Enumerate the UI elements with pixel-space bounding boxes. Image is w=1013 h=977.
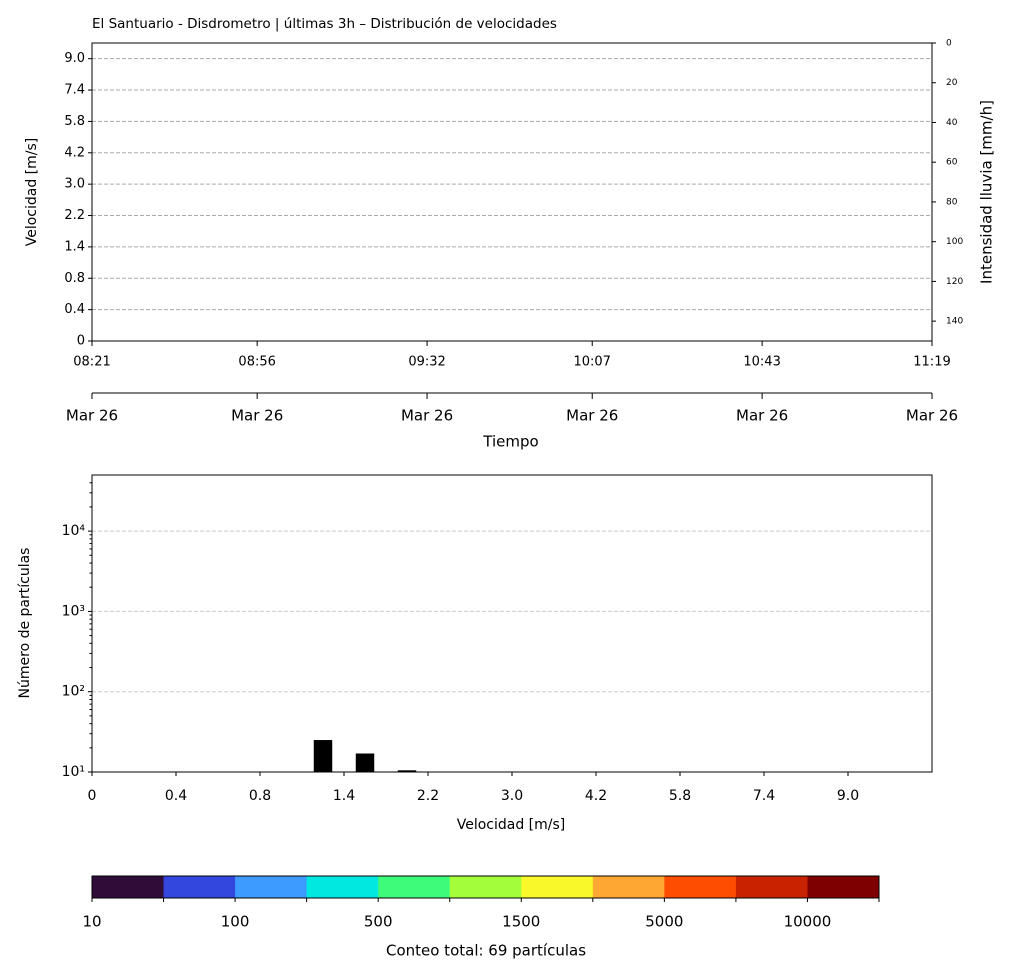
y2-tick-label: 80 (946, 197, 958, 207)
colorbar-tick-label: 500 (364, 913, 393, 931)
x-tick-label: 0.4 (165, 788, 187, 804)
y2-tick-label: 0 (946, 39, 952, 49)
y-tick-label: 10¹ (62, 764, 85, 780)
colorbar-tick-label: 1500 (502, 913, 540, 931)
colorbar-tick-label: 5000 (645, 913, 683, 931)
x-date-label: Mar 26 (401, 407, 453, 425)
y2-tick-label: 100 (946, 237, 963, 247)
x-tick-label: 2.2 (417, 788, 439, 804)
plot-frame (91, 42, 933, 342)
y-tick-label: 4.2 (64, 145, 85, 160)
colorbar-segment (735, 876, 808, 898)
colorbar-label: Conteo total: 69 partículas (386, 942, 586, 960)
x-date-label: Mar 26 (566, 407, 618, 425)
x-tick-label: 08:56 (238, 355, 275, 370)
x-tick-label: 10:07 (573, 355, 610, 370)
y-tick-label: 7.4 (64, 83, 85, 98)
colorbar-segment (449, 876, 522, 898)
x-tick-label: 11:19 (913, 355, 950, 370)
y-tick-label: 2.2 (64, 208, 85, 223)
colorbar-segment (521, 876, 594, 898)
y-tick-label: 9.0 (64, 51, 85, 66)
x-date-label: Mar 26 (736, 407, 788, 425)
y-tick-label: 10² (62, 684, 85, 700)
y2-axis-label: Intensidad lluvia [mm/h] (978, 100, 996, 284)
x-date-label: Mar 26 (231, 407, 283, 425)
bar (397, 770, 417, 772)
y2-tick-label: 40 (946, 118, 958, 128)
x-date-label: Mar 26 (66, 407, 118, 425)
bar (355, 753, 375, 772)
colorbar-segment (592, 876, 665, 898)
x-tick-label: 1.4 (333, 788, 355, 804)
x-tick-label: 0.8 (249, 788, 271, 804)
x-axis-label: Velocidad [m/s] (457, 817, 566, 833)
x-tick-label: 10:43 (743, 355, 780, 370)
x-tick-label: 4.2 (585, 788, 607, 804)
y-tick-label: 0.4 (64, 302, 85, 317)
colorbar-tick-label: 100 (221, 913, 250, 931)
x-tick-label: 3.0 (501, 788, 523, 804)
colorbar-segment (235, 876, 308, 898)
chart-title: El Santuario - Disdrometro | últimas 3h … (92, 16, 557, 32)
x-tick-label: 9.0 (837, 788, 859, 804)
x-tick-label: 08:21 (73, 355, 110, 370)
colorbar-segment (664, 876, 737, 898)
y-tick-label: 10⁴ (62, 523, 86, 539)
x-tick-label: 5.8 (669, 788, 691, 804)
colorbar-segment (92, 876, 165, 898)
bar (313, 740, 333, 772)
colorbar-frame (91, 875, 880, 899)
colorbar-tick-label: 10 (82, 913, 101, 931)
y-tick-label: 3.0 (64, 177, 85, 192)
y-tick-label: 1.4 (64, 239, 85, 254)
colorbar-tick-label: 10000 (784, 913, 832, 931)
plot-frame (91, 474, 933, 773)
colorbar-segment (163, 876, 236, 898)
y-axis-label: Número de partículas (17, 548, 33, 699)
y-tick-label: 10³ (62, 603, 85, 619)
x-tick-label: 09:32 (408, 355, 445, 370)
colorbar-segment (807, 876, 880, 898)
y2-tick-label: 140 (946, 317, 963, 327)
x-axis-label: Tiempo (482, 433, 538, 451)
y2-tick-label: 60 (946, 158, 958, 168)
y-axis-label: Velocidad [m/s] (24, 138, 40, 247)
y-tick-label: 0.8 (64, 271, 85, 286)
y-tick-label: 5.8 (64, 114, 85, 129)
y2-tick-label: 120 (946, 277, 963, 287)
colorbar-segment (378, 876, 451, 898)
x-tick-label: 7.4 (753, 788, 775, 804)
colorbar-segment (306, 876, 379, 898)
y-tick-label: 0 (77, 334, 85, 349)
x-date-label: Mar 26 (906, 407, 958, 425)
x-tick-label: 0 (88, 788, 97, 804)
y2-tick-label: 20 (946, 78, 958, 88)
